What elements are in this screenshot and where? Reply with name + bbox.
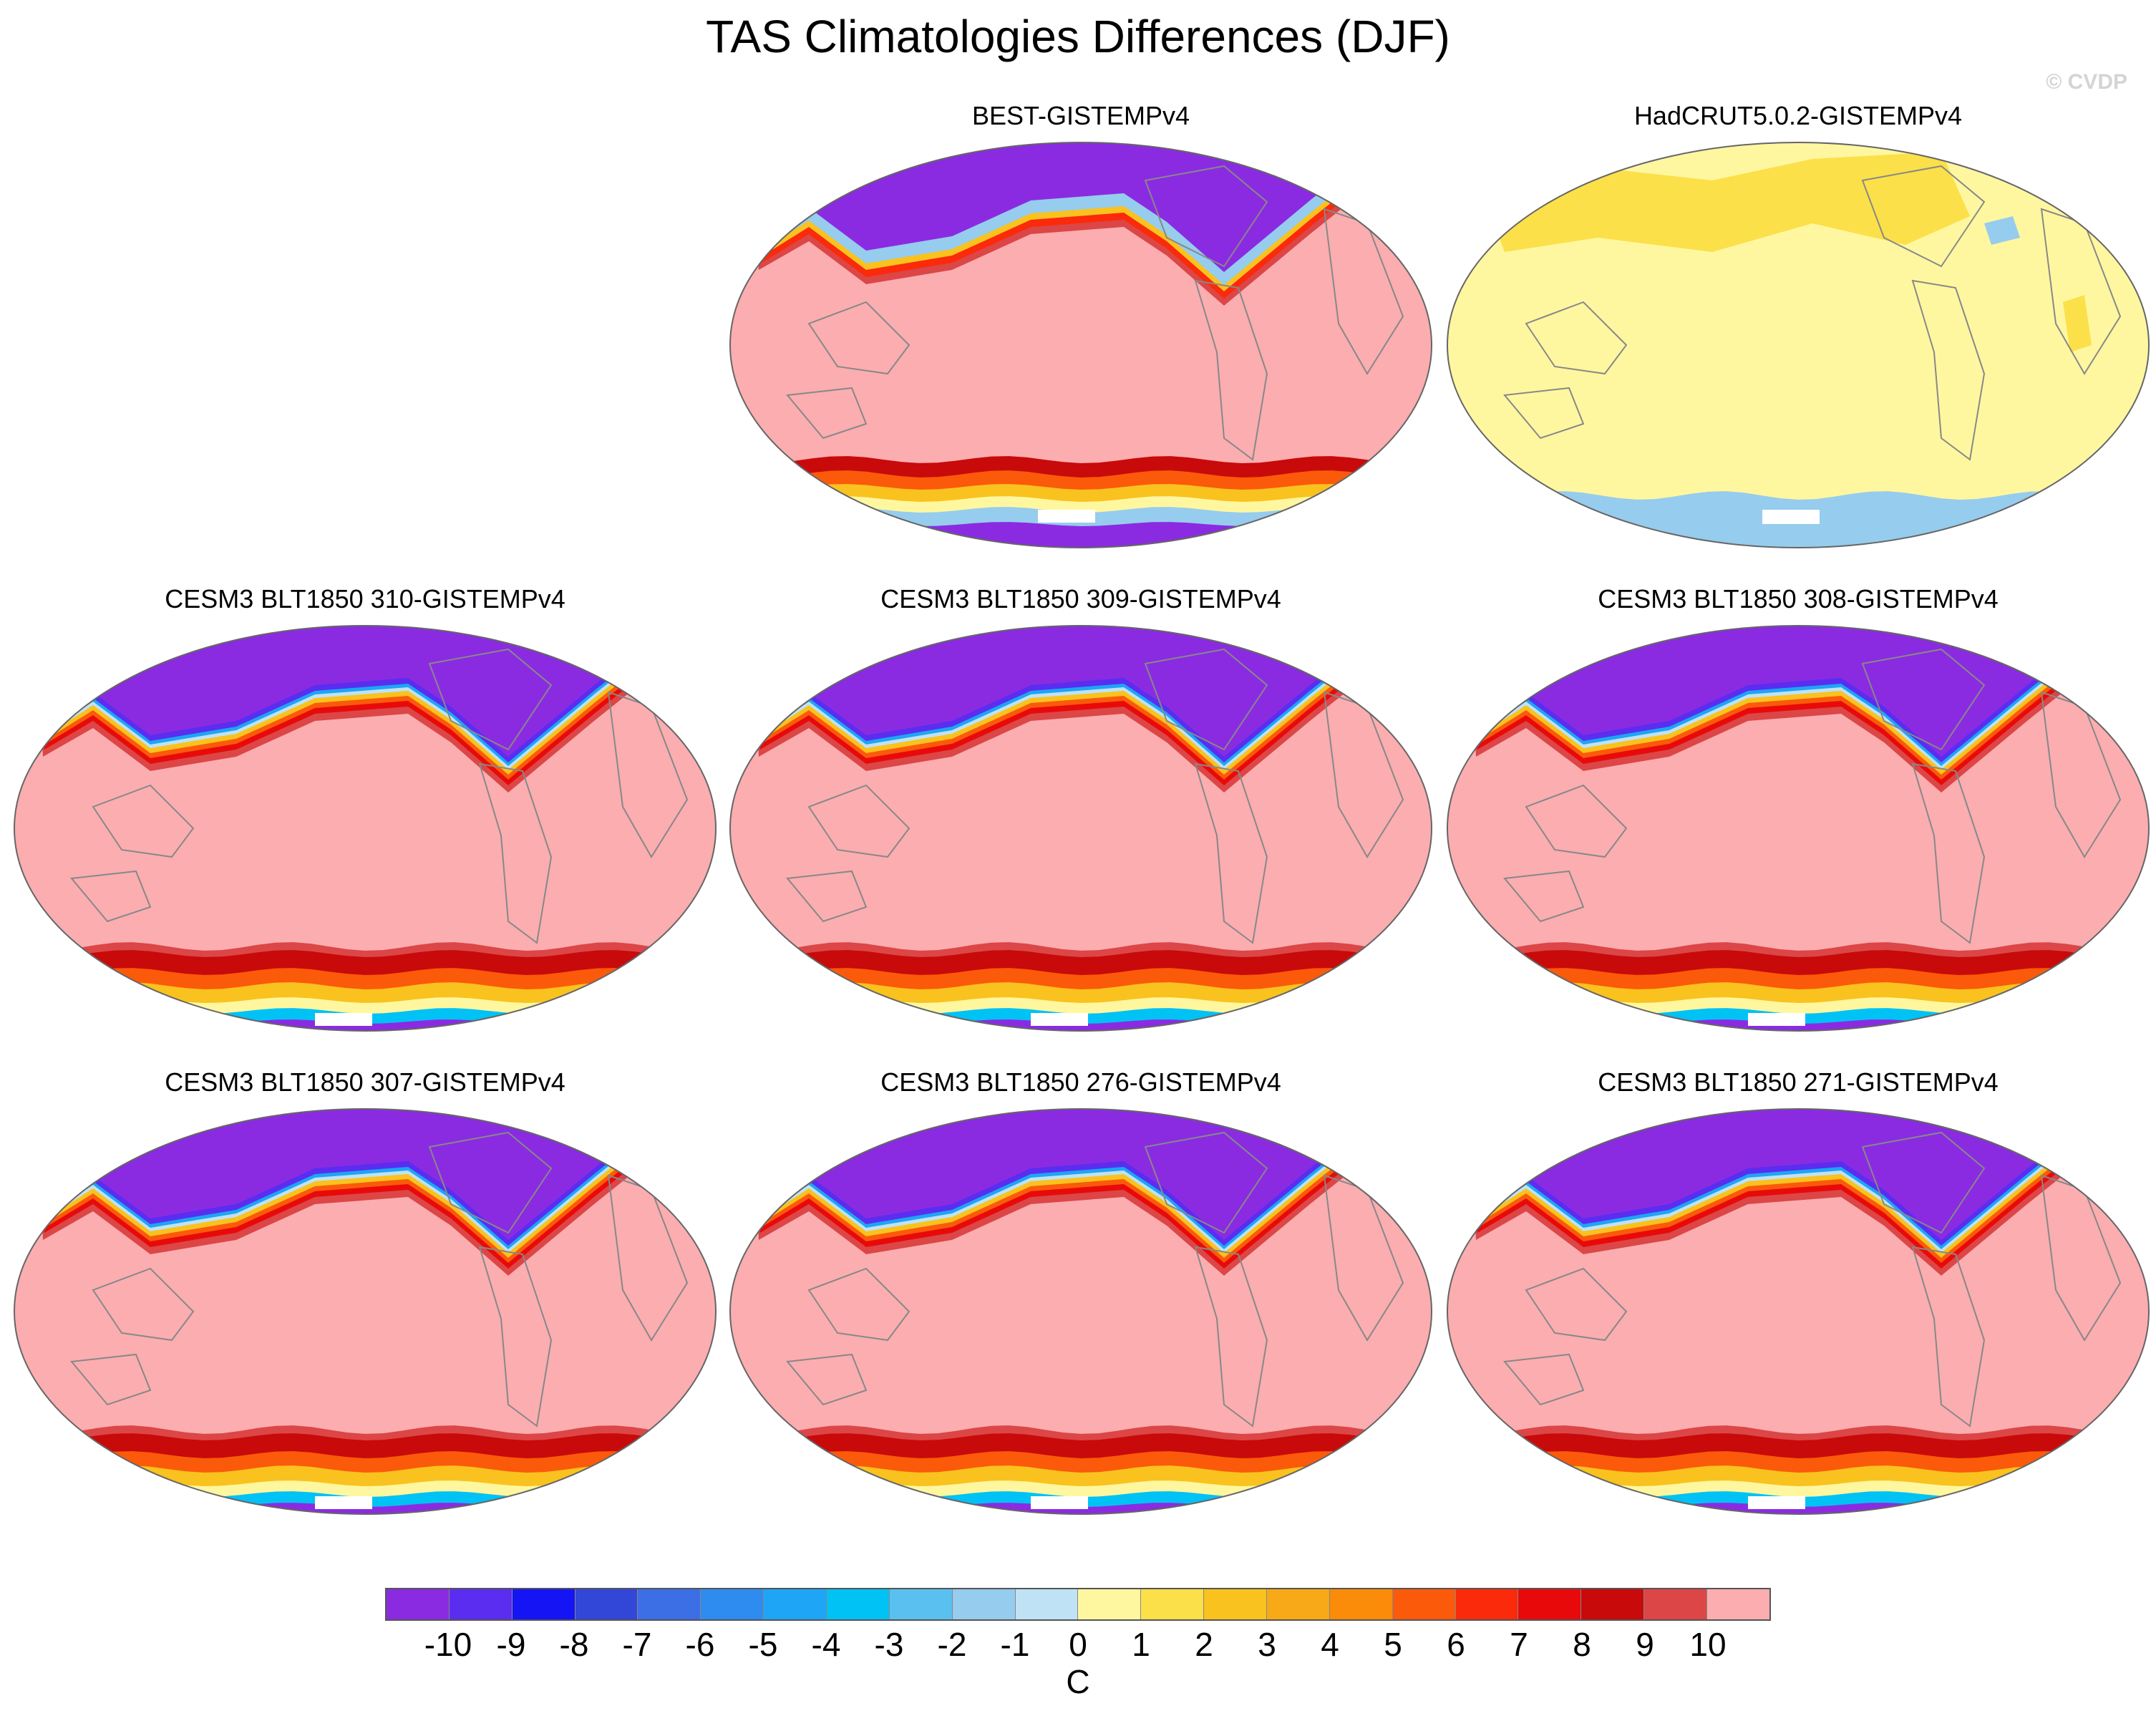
colorbar-tick-label: -8 <box>559 1626 589 1663</box>
colorbar-swatch <box>1015 1589 1079 1619</box>
map-svg <box>14 625 717 1032</box>
colorbar-swatch <box>575 1589 638 1619</box>
colorbar-swatch <box>952 1589 1016 1619</box>
panel-title: CESM3 BLT1850 310-GISTEMPv4 <box>165 584 565 614</box>
colorbar-labels: -10 -9 -8 -7 -6 -5 -4 -3 -2 -1 0 1 2 3 4 5 6 7 8 9 10 <box>385 1625 1771 1668</box>
panel-title: CESM3 BLT1850 308-GISTEMPv4 <box>1598 584 1999 614</box>
map-panel: CESM3 BLT1850 307-GISTEMPv4 <box>7 1067 723 1532</box>
colorbar-swatch <box>1392 1589 1456 1619</box>
figure-title: TAS Climatologies Differences (DJF) <box>706 11 1450 62</box>
colorbar <box>385 1588 1771 1621</box>
map-panel: CESM3 BLT1850 309-GISTEMPv4 <box>723 583 1439 1049</box>
colorbar-tick-label: -5 <box>748 1626 778 1663</box>
colorbar-tick-label: 6 <box>1447 1626 1465 1663</box>
colorbar-tick-label: -10 <box>424 1626 472 1663</box>
map-panel: CESM3 BLT1850 308-GISTEMPv4 <box>1440 583 2156 1049</box>
colorbar-tick-label: 1 <box>1132 1626 1150 1663</box>
map-panel: CESM3 BLT1850 310-GISTEMPv4 <box>7 583 723 1049</box>
colorbar-swatch <box>1329 1589 1393 1619</box>
colorbar-swatch <box>387 1589 450 1619</box>
colorbar-tick-label: -6 <box>685 1626 715 1663</box>
panel-title: CESM3 BLT1850 271-GISTEMPv4 <box>1598 1067 1999 1097</box>
colorbar-swatch <box>1707 1589 1769 1619</box>
colorbar-swatch <box>449 1589 513 1619</box>
colorbar-tick-label: 3 <box>1258 1626 1276 1663</box>
colorbar-tick-label: 2 <box>1195 1626 1213 1663</box>
colorbar-tick-label: 10 <box>1689 1626 1727 1663</box>
colorbar-swatch <box>1141 1589 1205 1619</box>
colorbar-swatch <box>1078 1589 1142 1619</box>
colorbar-tick-label: -7 <box>622 1626 652 1663</box>
map-svg <box>1447 1108 2150 1515</box>
panel-title: BEST-GISTEMPv4 <box>971 101 1190 130</box>
colorbar-swatch <box>1581 1589 1645 1619</box>
map-svg <box>1447 625 2150 1032</box>
colorbar-tick-label: -9 <box>496 1626 526 1663</box>
colorbar-swatch <box>1455 1589 1519 1619</box>
panel-title: CESM3 BLT1850 309-GISTEMPv4 <box>880 584 1281 614</box>
map-panel: HadCRUT5.0.2-GISTEMPv4 <box>1440 100 2156 566</box>
colorbar-swatch <box>638 1589 701 1619</box>
colorbar-tick-label: -2 <box>937 1626 967 1663</box>
colorbar-swatch <box>701 1589 764 1619</box>
colorbar-tick-label: -1 <box>1000 1626 1030 1663</box>
colorbar-swatch <box>1204 1589 1268 1619</box>
colorbar-tick-label: 9 <box>1636 1626 1654 1663</box>
colorbar-swatch <box>1267 1589 1330 1619</box>
colorbar-swatch <box>1518 1589 1582 1619</box>
colorbar-swatch <box>512 1589 576 1619</box>
panel-title: CESM3 BLT1850 276-GISTEMPv4 <box>880 1067 1281 1097</box>
map-panel: BEST-GISTEMPv4 <box>723 100 1439 566</box>
colorbar-swatch <box>827 1589 890 1619</box>
map-panel: CESM3 BLT1850 276-GISTEMPv4 <box>723 1067 1439 1532</box>
colorbar-swatch <box>764 1589 827 1619</box>
colorbar-tick-label: 8 <box>1573 1626 1591 1663</box>
colorbar-unit: C <box>1066 1663 1090 1700</box>
colorbar-tick-label: -4 <box>811 1626 841 1663</box>
map-svg <box>14 1108 717 1515</box>
colorbar-tick-label: -3 <box>874 1626 904 1663</box>
colorbar-tick-label: 5 <box>1384 1626 1402 1663</box>
map-svg <box>729 142 1432 548</box>
colorbar-swatch <box>889 1589 953 1619</box>
watermark: © CVDP <box>2046 70 2127 94</box>
map-svg <box>729 625 1432 1032</box>
colorbar-tick-label: 4 <box>1321 1626 1339 1663</box>
colorbar-swatch <box>1644 1589 1708 1619</box>
panel-title: HadCRUT5.0.2-GISTEMPv4 <box>1633 101 1963 130</box>
map-svg <box>729 1108 1432 1515</box>
map-panel: CESM3 BLT1850 271-GISTEMPv4 <box>1440 1067 2156 1532</box>
panel-title: CESM3 BLT1850 307-GISTEMPv4 <box>165 1067 565 1097</box>
map-svg <box>1447 142 2150 548</box>
colorbar-tick-label: 7 <box>1510 1626 1528 1663</box>
colorbar-tick-label: 0 <box>1069 1626 1087 1663</box>
